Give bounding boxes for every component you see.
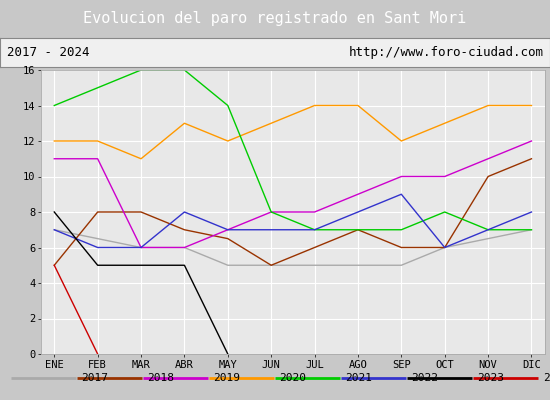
Text: Evolucion del paro registrado en Sant Mori: Evolucion del paro registrado en Sant Mo…	[84, 12, 466, 26]
Text: 2017: 2017	[81, 373, 108, 383]
Text: 2021: 2021	[345, 373, 372, 383]
Text: 2017 - 2024: 2017 - 2024	[7, 46, 89, 59]
Text: 2023: 2023	[477, 373, 504, 383]
Text: 2019: 2019	[213, 373, 240, 383]
Text: http://www.foro-ciudad.com: http://www.foro-ciudad.com	[348, 46, 543, 59]
Text: 2020: 2020	[279, 373, 306, 383]
Text: 2022: 2022	[411, 373, 438, 383]
Text: 2018: 2018	[147, 373, 174, 383]
Text: 2024: 2024	[543, 373, 550, 383]
